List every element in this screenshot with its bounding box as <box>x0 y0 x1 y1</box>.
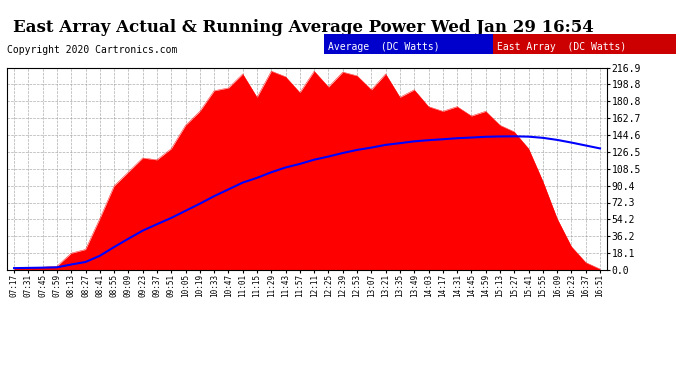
Text: East Array Actual & Running Average Power Wed Jan 29 16:54: East Array Actual & Running Average Powe… <box>13 19 594 36</box>
Text: East Array  (DC Watts): East Array (DC Watts) <box>497 42 626 52</box>
Text: Copyright 2020 Cartronics.com: Copyright 2020 Cartronics.com <box>7 45 177 55</box>
Text: Average  (DC Watts): Average (DC Watts) <box>328 42 440 52</box>
